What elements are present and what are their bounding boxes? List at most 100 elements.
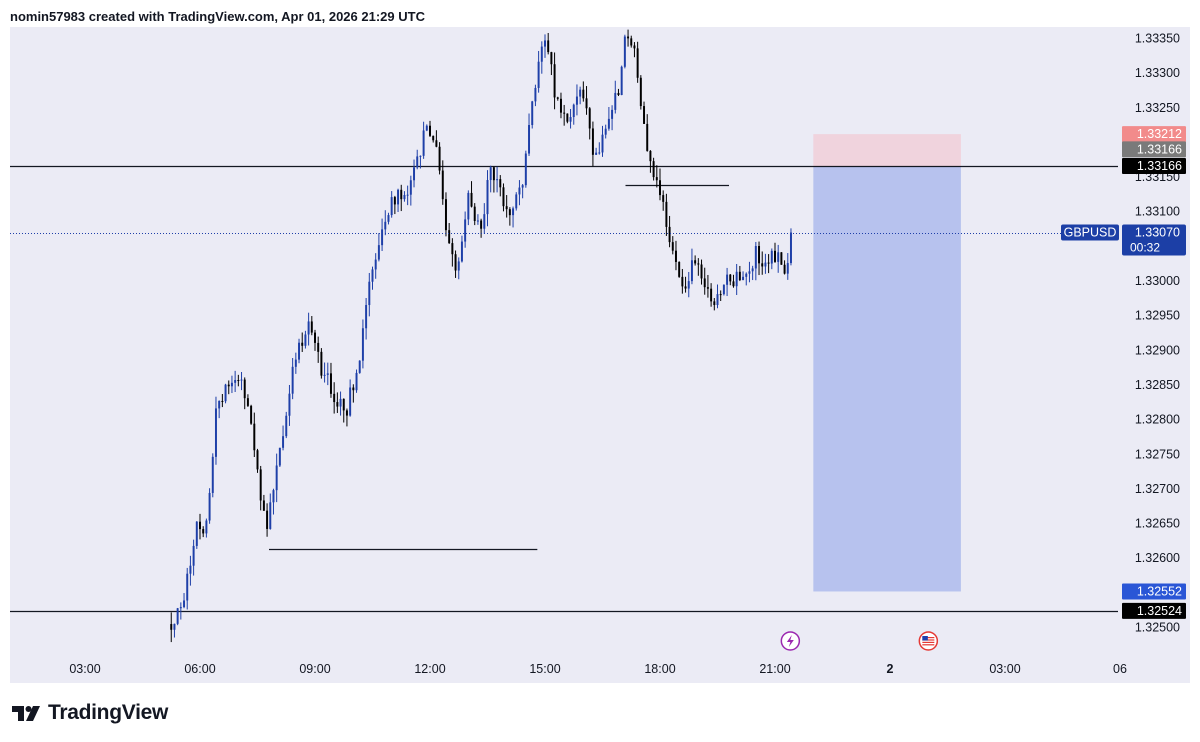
candle (528, 113, 531, 156)
symbol-tag-box (1061, 224, 1119, 241)
candle (390, 191, 393, 218)
candle-body (365, 305, 368, 329)
candle-body (681, 276, 684, 287)
candle (224, 383, 227, 404)
candle-body (591, 128, 594, 155)
y-tick-label: 1.32900 (1135, 343, 1180, 357)
candle (716, 284, 719, 309)
candle-body (227, 384, 230, 387)
candle-body (668, 226, 671, 243)
candle-body (333, 393, 336, 403)
candle (496, 166, 499, 193)
us-flag-icon-canton (922, 636, 928, 641)
candle-body (179, 607, 182, 609)
candle-body (639, 77, 642, 107)
candle (697, 258, 700, 276)
candle (349, 379, 352, 417)
candle-body (473, 206, 476, 221)
candle-body (780, 252, 783, 265)
candle (502, 183, 505, 212)
candle (780, 252, 783, 265)
candle-body (272, 490, 275, 503)
candle (486, 170, 489, 227)
y-tick-label: 1.33350 (1135, 32, 1180, 46)
candle-body (339, 398, 342, 407)
candle (480, 218, 483, 238)
x-tick-label: 03:00 (69, 662, 100, 676)
candle (352, 384, 355, 403)
candle-body (342, 398, 345, 411)
candle (419, 155, 422, 169)
candle-body (183, 600, 186, 608)
candle (726, 267, 729, 297)
candle-body (575, 96, 578, 105)
candle (278, 447, 281, 467)
candle-body (754, 245, 757, 269)
x-tick-label: 06 (1113, 662, 1127, 676)
line-price-label-2-box (1122, 602, 1186, 619)
candle-body (588, 108, 591, 129)
candle-body (627, 36, 630, 39)
candle (230, 375, 233, 394)
candle (192, 539, 195, 576)
candle-body (377, 245, 380, 260)
candle-body (697, 263, 700, 265)
candle-body (224, 384, 227, 402)
candle-body (649, 150, 652, 162)
countdown-text: 00:32 (1130, 241, 1160, 255)
entry-price-label-text: 1.33166 (1137, 142, 1182, 156)
candle (614, 80, 617, 114)
candle (435, 130, 438, 148)
candle (467, 190, 470, 226)
candle (601, 125, 604, 157)
candle-body (240, 379, 243, 381)
candle-body (301, 342, 304, 346)
candle-body (556, 97, 559, 99)
y-tick-label: 1.33300 (1135, 66, 1180, 80)
stop-price-label: 1.33212 (1122, 126, 1186, 143)
candle-body (559, 98, 562, 113)
us-flag-icon (918, 631, 939, 651)
lightning-icon (780, 631, 801, 651)
candle (214, 396, 217, 465)
candle (706, 274, 709, 298)
candle-body (617, 92, 620, 96)
candle-body (719, 294, 722, 296)
candle-body (317, 342, 320, 352)
candle (668, 215, 671, 248)
candle (285, 411, 288, 439)
candle (745, 272, 748, 286)
candle-body (770, 250, 773, 264)
candle (176, 607, 179, 626)
candle-body (515, 194, 518, 209)
candle (400, 184, 403, 212)
candle-body (540, 46, 543, 62)
candle-body (713, 301, 716, 306)
plot-background (10, 27, 1190, 683)
entry-price-label-box (1122, 141, 1186, 158)
candle-body (275, 465, 278, 491)
candle (275, 453, 278, 503)
candle (630, 35, 633, 48)
candle-body (569, 117, 572, 122)
candle-body (195, 521, 198, 546)
candle (665, 193, 668, 236)
candle (713, 298, 716, 311)
candle (754, 241, 757, 281)
candle-body (329, 373, 332, 394)
candle (748, 261, 751, 283)
candle (243, 377, 246, 410)
candle-body (189, 565, 192, 574)
candle (333, 382, 336, 414)
candle-body (486, 180, 489, 215)
candle (170, 612, 173, 643)
x-tick-label: 06:00 (184, 662, 215, 676)
candle-body (202, 529, 205, 534)
candle (262, 494, 265, 512)
candle (678, 261, 681, 278)
candle (329, 362, 332, 398)
candle-body (550, 52, 553, 65)
candle-body (387, 215, 390, 222)
candle-body (531, 101, 534, 126)
